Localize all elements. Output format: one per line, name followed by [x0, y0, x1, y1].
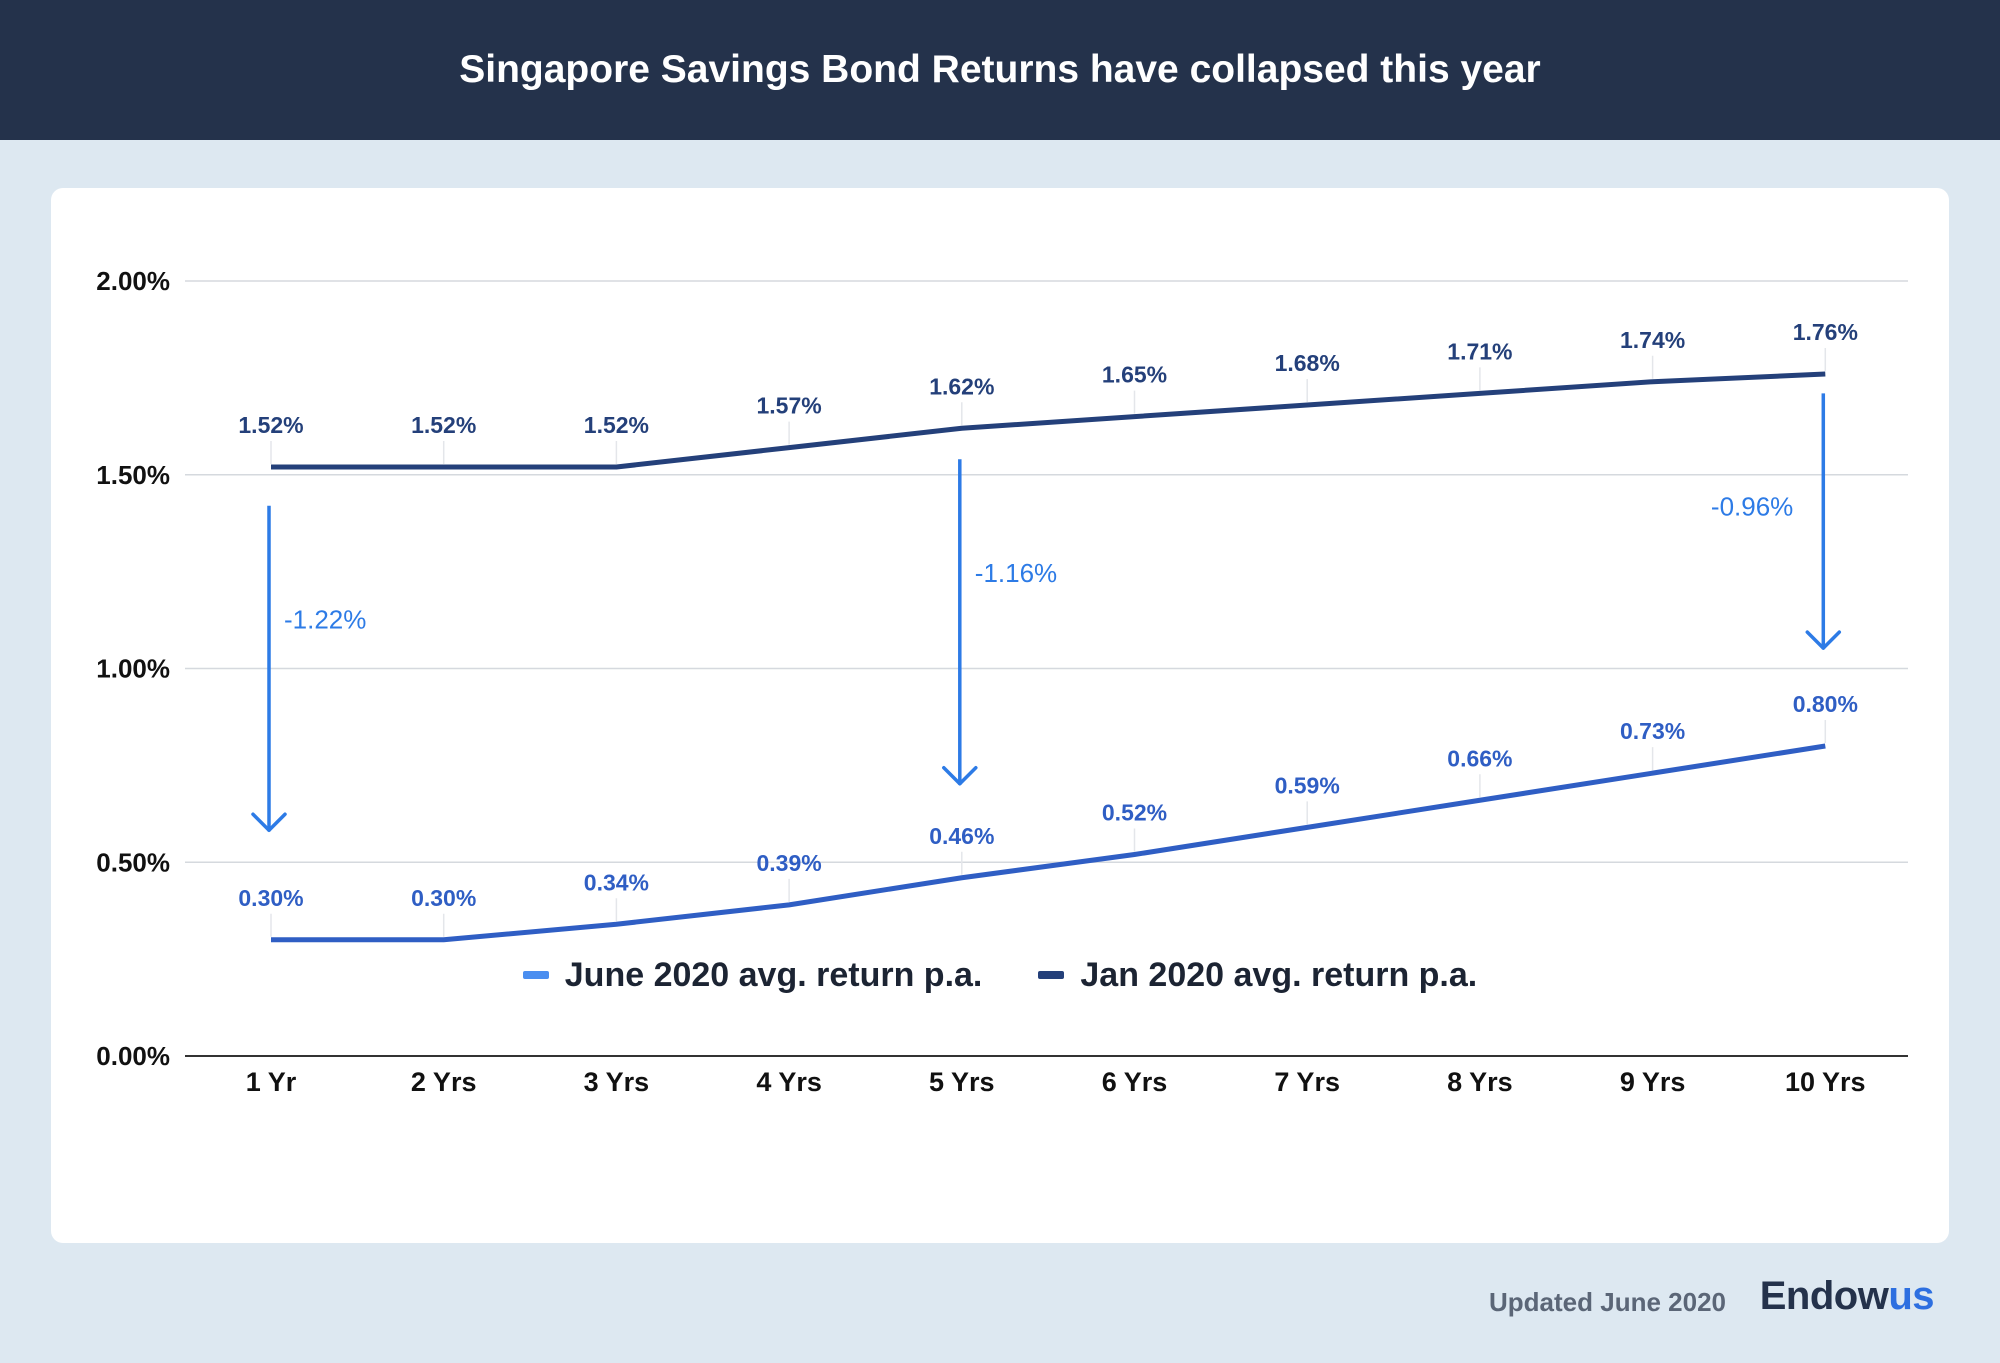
- legend-label-jan-2020: Jan 2020 avg. return p.a.: [1080, 955, 1478, 994]
- header-bar: Singapore Savings Bond Returns have coll…: [0, 0, 2000, 140]
- x-tick-label-3: 4 Yrs: [756, 1067, 822, 1097]
- annotation-label-2: -0.96%: [1711, 491, 1793, 521]
- legend-item-jan-2020: Jan 2020 avg. return p.a.: [1038, 956, 1477, 995]
- data-label-0-9: 0.80%: [1793, 691, 1858, 717]
- x-tick-label-8: 9 Yrs: [1620, 1067, 1686, 1097]
- data-label-1-1: 1.52%: [411, 412, 476, 438]
- x-tick-label-0: 1 Yr: [246, 1067, 297, 1097]
- data-label-0-1: 0.30%: [411, 885, 476, 911]
- x-tick-label-7: 8 Yrs: [1447, 1067, 1513, 1097]
- brand-main: Endow: [1759, 1274, 1889, 1318]
- x-tick-label-9: 10 Yrs: [1785, 1067, 1866, 1097]
- x-tick-label-2: 3 Yrs: [584, 1067, 650, 1097]
- data-label-0-5: 0.52%: [1102, 800, 1167, 826]
- chart-title: Singapore Savings Bond Returns have coll…: [459, 48, 1541, 91]
- data-label-0-6: 0.59%: [1275, 772, 1340, 798]
- annotation-label-0: -1.22%: [284, 605, 366, 635]
- series-line-1: [271, 371, 1826, 470]
- data-label-1-2: 1.52%: [584, 412, 649, 438]
- y-tick-label-3: 1.50%: [96, 460, 170, 490]
- data-label-1-9: 1.76%: [1793, 319, 1858, 345]
- data-label-1-7: 1.71%: [1447, 338, 1512, 364]
- data-label-1-8: 1.74%: [1620, 327, 1685, 353]
- chart-legend: June 2020 avg. return p.a. Jan 2020 avg.…: [0, 950, 2000, 1000]
- data-label-1-3: 1.57%: [756, 393, 821, 419]
- endowus-logo: Endowus: [1759, 1274, 1935, 1319]
- annotation-arrow-head-1: [942, 766, 978, 786]
- legend-item-june-2020: June 2020 avg. return p.a.: [522, 955, 983, 995]
- annotation-arrow-head-2: [1805, 630, 1842, 650]
- x-tick-label-4: 5 Yrs: [929, 1067, 995, 1097]
- data-label-0-8: 0.73%: [1620, 718, 1685, 744]
- data-label-1-6: 1.68%: [1275, 350, 1340, 376]
- annotation-label-1: -1.16%: [975, 558, 1057, 588]
- annotation-arrow-head-0: [251, 812, 287, 832]
- y-tick-label-1: 0.50%: [96, 847, 170, 877]
- legend-label-june-2020: June 2020 avg. return p.a.: [564, 955, 983, 994]
- data-label-0-3: 0.39%: [756, 850, 821, 876]
- data-label-0-4: 0.46%: [929, 823, 994, 849]
- legend-swatch-jan-2020: [1038, 971, 1065, 979]
- data-label-1-4: 1.62%: [929, 373, 994, 399]
- x-tick-label-1: 2 Yrs: [411, 1067, 477, 1097]
- data-label-0-2: 0.34%: [584, 869, 649, 895]
- x-tick-label-5: 6 Yrs: [1102, 1067, 1168, 1097]
- data-label-1-5: 1.65%: [1102, 362, 1167, 388]
- y-tick-label-0: 0.00%: [96, 1041, 170, 1071]
- data-label-1-0: 1.52%: [238, 412, 303, 438]
- brand-accent: us: [1888, 1274, 1934, 1318]
- legend-swatch-june-2020: [522, 971, 549, 979]
- x-tick-label-6: 7 Yrs: [1274, 1067, 1340, 1097]
- y-tick-label-4: 2.00%: [96, 266, 170, 296]
- data-label-0-7: 0.66%: [1447, 745, 1512, 771]
- chart-card: [51, 188, 1949, 1243]
- data-label-0-0: 0.30%: [238, 885, 303, 911]
- y-tick-label-2: 1.00%: [96, 654, 170, 684]
- series-line-0: [271, 743, 1826, 943]
- updated-note: Updated June 2020: [1489, 1287, 1726, 1317]
